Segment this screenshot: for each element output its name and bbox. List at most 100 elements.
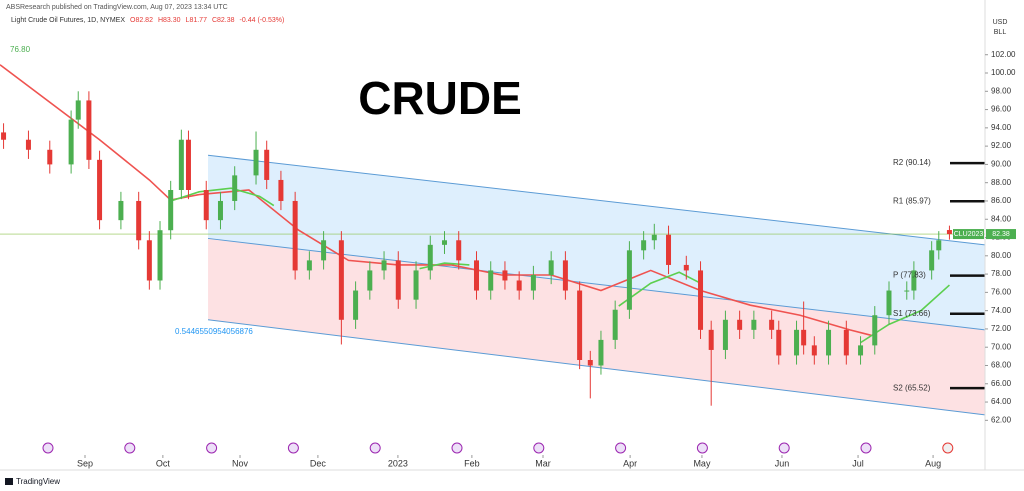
x-tick-label: May [693,458,711,468]
candle-body [47,149,53,165]
ohlc-value: L81.77 [186,17,208,24]
candle-body [353,290,359,320]
event-icon [287,442,299,454]
candle-body [666,234,672,265]
price-box [986,229,1016,240]
channel-lower-band [208,238,986,415]
candle-body [872,315,878,346]
candle-body [801,329,807,346]
candle-body [367,270,373,291]
event-icon [42,442,54,454]
candle-body [698,270,704,330]
candle-body [683,264,689,271]
y-tick-label: 64.00 [991,397,1012,406]
chart-title: CRUDE [358,72,522,124]
ohlc-value: C82.38 [212,17,235,24]
candle-body [253,149,259,176]
logo [5,478,13,485]
candle-body [427,244,433,271]
ohlc-value: -0.44 (-0.53%) [240,17,285,24]
pivot-label: S2 (65.52) [893,383,931,392]
moving-average [170,187,950,344]
candle-body [722,319,728,350]
currency: USD [993,19,1008,26]
event-icon [696,442,708,454]
candle-body [516,280,522,291]
symbol-box [953,229,984,240]
candle-body [473,260,479,291]
event-icon [942,442,954,454]
y-tick-label: 98.00 [991,86,1012,95]
candle-body [904,290,910,292]
candle-body [338,240,344,320]
candle-body [530,275,536,291]
symbol-label: CLU2023 [954,231,984,238]
candle-body [737,319,743,330]
candle-body [886,290,892,316]
candle-body [929,250,935,271]
candle-body [612,309,618,340]
candle-body [146,240,152,281]
price-label: 82.38 [992,231,1010,238]
candle-body [381,260,387,271]
annotation: 76.80 [10,45,31,54]
candle-body [25,139,31,150]
channel-line [207,319,986,416]
y-tick-label: 96.00 [991,105,1012,114]
symbol-info: Light Crude Oil Futures, 1D, NYMEX O82.82… [11,17,284,24]
candle-body [776,329,782,356]
candle-body [946,230,952,235]
candle-body [86,100,92,160]
y-tick-label: 90.00 [991,160,1012,169]
y-tick-label: 62.00 [991,415,1012,424]
candle-body [598,339,604,366]
x-tick-label: Jul [852,458,864,468]
ohlc-value: H83.30 [158,17,181,24]
candle-body [769,319,775,330]
annotation: 0.5446550954056876 [175,327,253,336]
y-tick-label: 78.00 [991,269,1012,278]
channel-upper-band [208,155,986,330]
x-tick-label: Aug [925,458,941,468]
candle-body [278,179,284,201]
channel-line [207,154,986,246]
event-icon [615,442,627,454]
currency: BLL [994,29,1007,36]
candle-body [264,149,270,180]
candle-body [502,270,508,281]
event-icon [206,442,218,454]
candle-body [292,200,298,271]
candle-body [68,119,74,165]
candle-body [178,139,184,190]
candle-body [826,329,832,356]
event-icon [860,442,872,454]
candle-body [168,190,174,231]
x-tick-label: Oct [156,458,171,468]
event-icon [124,442,136,454]
candle-body [1,132,7,140]
candle-body [811,345,817,356]
candle-body [751,319,757,330]
event-icon [533,442,545,454]
candle-body [97,159,103,221]
y-tick-label: 92.00 [991,141,1012,150]
x-tick-label: Feb [464,458,480,468]
footer-brand: TradingView [16,477,60,486]
candle-body [157,230,163,281]
candle-body [441,240,447,245]
y-tick-label: 70.00 [991,342,1012,351]
x-tick-label: Apr [623,458,637,468]
candle-body [136,200,142,241]
y-tick-label: 80.00 [991,251,1012,260]
candle-body [548,260,554,275]
x-tick-label: Jun [775,458,790,468]
candle-body [577,290,583,360]
symbol-name: Light Crude Oil Futures, 1D, NYMEX [11,17,125,24]
candle-body [413,270,419,300]
candle-body [395,260,401,300]
y-tick-label: 102.00 [991,50,1016,59]
candle-body [118,200,124,221]
candle-body [858,345,864,356]
